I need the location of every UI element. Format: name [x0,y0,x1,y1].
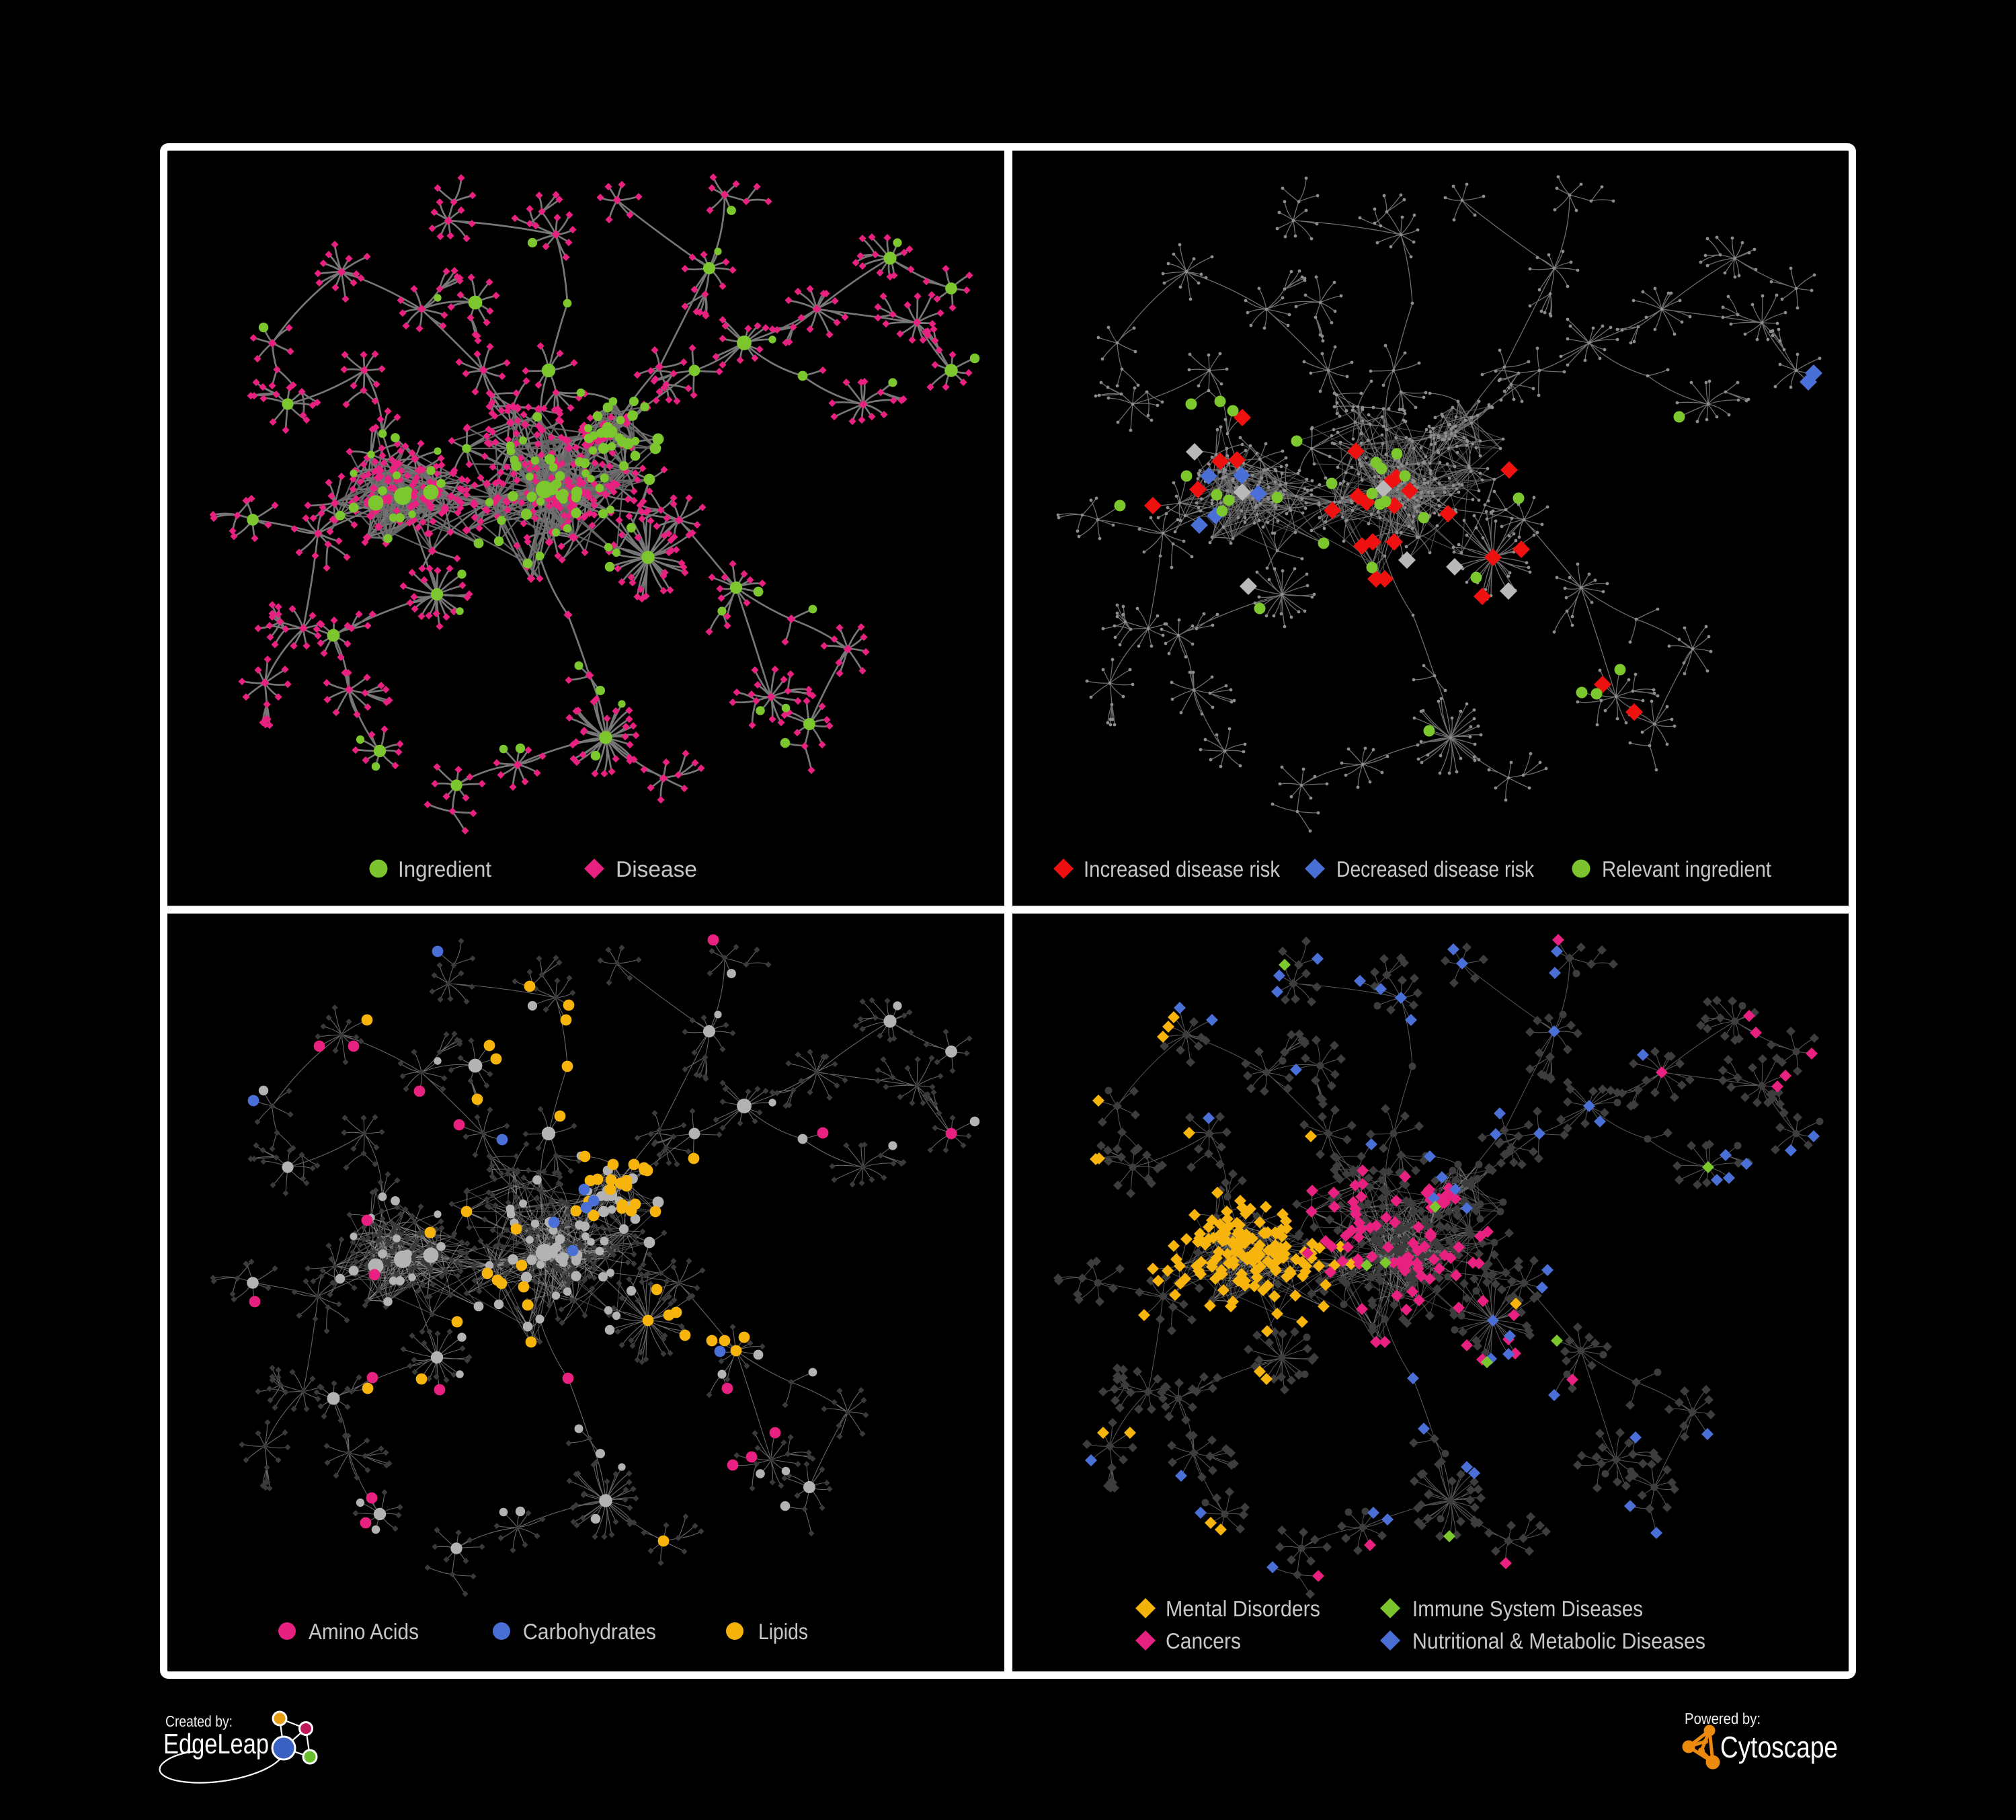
svg-text:Carbohydrates: Carbohydrates [523,1619,656,1644]
svg-text:Cancers: Cancers [1166,1628,1241,1653]
svg-text:Increased disease risk: Increased disease risk [1084,857,1280,881]
svg-text:Immune System Diseases: Immune System Diseases [1412,1596,1643,1621]
svg-text:Mental Disorders: Mental Disorders [1166,1596,1320,1621]
svg-text:Powered by:: Powered by: [1685,1710,1761,1727]
svg-text:Lipids: Lipids [758,1619,808,1644]
svg-text:Cytoscape: Cytoscape [1720,1730,1838,1764]
svg-text:Relevant ingredient: Relevant ingredient [1602,857,1771,881]
svg-text:Nutritional & Metabolic Diseas: Nutritional & Metabolic Diseases [1412,1628,1705,1653]
svg-text:Ingredient: Ingredient [398,857,491,881]
svg-text:Amino Acids: Amino Acids [309,1619,419,1644]
svg-text:Decreased disease risk: Decreased disease risk [1336,857,1534,881]
svg-text:Disease: Disease [616,857,697,881]
svg-text:Created by:: Created by: [165,1712,233,1730]
